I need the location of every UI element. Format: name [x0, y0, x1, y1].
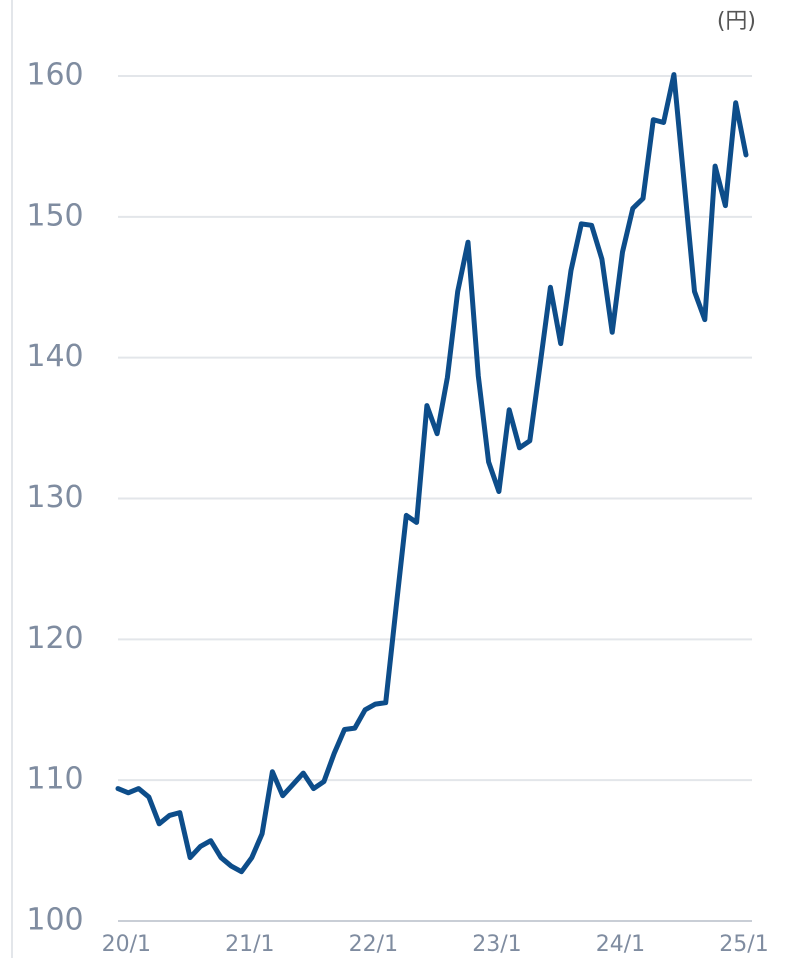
x-tick-label: 20/1	[102, 932, 151, 957]
y-tick-label: 110	[26, 762, 83, 797]
data-line	[115, 72, 749, 875]
x-tick-label: 25/1	[719, 932, 768, 957]
x-tick-label: 22/1	[349, 932, 398, 957]
y-tick-label: 100	[26, 903, 83, 938]
y-tick-label: 160	[26, 58, 83, 93]
x-tick-label: 21/1	[225, 932, 274, 957]
y-tick-label: 120	[26, 621, 83, 656]
y-tick-label: 130	[26, 480, 83, 515]
y-tick-label: 140	[26, 339, 83, 374]
x-tick-label: 23/1	[472, 932, 521, 957]
y-tick-label: 150	[26, 198, 83, 233]
x-tick-label: 24/1	[596, 932, 645, 957]
unit-label: (円)	[717, 9, 756, 34]
